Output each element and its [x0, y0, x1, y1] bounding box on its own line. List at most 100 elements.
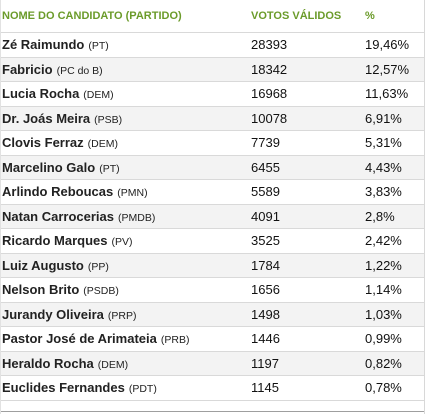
table-row: Luiz Augusto (PP) 1784 1,22% — [1, 253, 424, 278]
candidate-name: Ricardo Marques — [2, 233, 108, 249]
candidate-party: (PRP) — [107, 309, 137, 322]
candidate-cell: Ricardo Marques (PV) — [1, 233, 251, 248]
candidate-cell: Zé Raimundo (PT) — [1, 37, 251, 52]
votes-cell: 1145 — [251, 380, 279, 396]
table-row: Lucia Rocha (DEM) 16968 11,63% — [1, 82, 424, 107]
votes-cell: 3525 — [251, 233, 280, 249]
candidate-cell: Luiz Augusto (PP) — [1, 258, 251, 273]
candidate-party: (PT) — [99, 162, 120, 175]
candidate-party: (PMN) — [117, 187, 148, 200]
votes-cell: 28393 — [251, 37, 288, 53]
votes-cell: 1784 — [251, 257, 280, 273]
header-pct-label: % — [365, 10, 375, 22]
candidate-party: (PDT) — [128, 383, 157, 396]
votes-cell: 1197 — [251, 355, 279, 371]
table-bottom-border — [1, 411, 424, 412]
candidate-cell: Dr. Joás Meira (PSB) — [1, 111, 251, 126]
table-row: Heraldo Rocha (DEM) 1197 0,82% — [1, 351, 424, 376]
candidate-name: Marcelino Galo — [2, 159, 96, 175]
candidate-cell: Marcelino Galo (PT) — [1, 160, 251, 175]
votes-cell: 5589 — [251, 184, 280, 200]
candidate-cell: Clovis Ferraz (DEM) — [1, 135, 251, 150]
candidate-party: (DEM) — [97, 358, 129, 371]
candidate-cell: Arlindo Reboucas (PMN) — [1, 184, 251, 199]
candidate-name: Heraldo Rocha — [2, 355, 94, 371]
header-name-label: NOME DO CANDIDATO (PARTIDO) — [2, 10, 182, 22]
candidate-cell: Heraldo Rocha (DEM) — [1, 356, 251, 371]
pct-cell: 2,42% — [365, 233, 402, 249]
pct-cell: 0,99% — [365, 331, 402, 347]
candidate-name: Lucia Rocha — [2, 86, 80, 102]
table-row: Jurandy Oliveira (PRP) 1498 1,03% — [1, 302, 424, 327]
pct-cell: 0,78% — [365, 380, 402, 396]
candidate-cell: Lucia Rocha (DEM) — [1, 86, 251, 101]
pct-cell: 4,43% — [365, 159, 402, 175]
candidate-name: Dr. Joás Meira — [2, 110, 91, 126]
candidate-name: Arlindo Reboucas — [2, 184, 114, 200]
pct-cell: 1,14% — [365, 282, 402, 298]
pct-cell: 12,57% — [365, 61, 410, 77]
votes-cell: 1656 — [251, 282, 280, 298]
table-row: Ricardo Marques (PV) 3525 2,42% — [1, 229, 424, 254]
candidate-party: (DEM) — [87, 138, 118, 151]
header-votes-label: VOTOS VÁLIDOS — [251, 10, 342, 22]
votes-cell: 7739 — [251, 135, 280, 151]
candidate-name: Zé Raimundo — [2, 37, 85, 53]
candidate-cell: Pastor José de Arimateia (PRB) — [1, 331, 251, 346]
table-body: Zé Raimundo (PT) 28393 19,46% Fabricio (… — [1, 33, 424, 401]
votes-cell: 6455 — [251, 159, 280, 175]
candidate-party: (DEM) — [83, 89, 114, 102]
votes-cell: 1498 — [251, 306, 280, 322]
pct-cell: 11,63% — [365, 86, 409, 102]
table-row: Pastor José de Arimateia (PRB) 1446 0,99… — [1, 327, 424, 352]
candidate-party: (PSDB) — [83, 285, 119, 298]
table-row: Fabricio (PC do B) 18342 12,57% — [1, 57, 424, 82]
candidate-name: Pastor José de Arimateia — [2, 331, 157, 347]
header-pct-col: % — [365, 0, 424, 23]
votes-cell: 18342 — [251, 61, 288, 77]
candidate-cell: Jurandy Oliveira (PRP) — [1, 307, 251, 322]
candidate-party: (PP) — [87, 260, 109, 273]
votes-cell: 4091 — [251, 208, 280, 224]
table-row: Dr. Joás Meira (PSB) 10078 6,91% — [1, 106, 424, 131]
candidate-party: (PSB) — [94, 113, 123, 126]
table-row: Zé Raimundo (PT) 28393 19,46% — [1, 33, 424, 58]
candidate-party: (PV) — [111, 236, 133, 249]
votes-cell: 1446 — [251, 331, 280, 347]
table-row: Clovis Ferraz (DEM) 7739 5,31% — [1, 131, 424, 156]
table-row: Arlindo Reboucas (PMN) 5589 3,83% — [1, 180, 424, 205]
candidate-cell: Fabricio (PC do B) — [1, 62, 251, 77]
candidate-name: Clovis Ferraz — [2, 135, 84, 151]
table-header: NOME DO CANDIDATO (PARTIDO) VOTOS VÁLIDO… — [1, 0, 424, 33]
header-votes-col: VOTOS VÁLIDOS — [251, 0, 365, 23]
pct-cell: 0,82% — [365, 355, 402, 371]
pct-cell: 3,83% — [365, 184, 402, 200]
candidate-name: Fabricio — [2, 61, 53, 77]
candidate-name: Natan Carrocerias — [2, 208, 114, 224]
candidate-party: (PMDB) — [118, 211, 156, 224]
candidate-cell: Nelson Brito (PSDB) — [1, 282, 251, 297]
candidate-name: Nelson Brito — [2, 282, 80, 298]
candidate-party: (PC do B) — [56, 64, 103, 77]
candidate-party: (PT) — [88, 40, 109, 53]
candidate-name: Euclides Fernandes — [2, 380, 125, 396]
votes-cell: 16968 — [251, 86, 288, 102]
pct-cell: 1,22% — [365, 257, 402, 273]
table-row: Nelson Brito (PSDB) 1656 1,14% — [1, 278, 424, 303]
pct-cell: 1,03% — [365, 306, 402, 322]
candidate-name: Luiz Augusto — [2, 257, 84, 273]
pct-cell: 6,91% — [365, 110, 402, 126]
pct-cell: 2,8% — [365, 208, 395, 224]
candidate-name: Jurandy Oliveira — [2, 306, 104, 322]
candidate-cell: Euclides Fernandes (PDT) — [1, 380, 251, 395]
candidate-cell: Natan Carrocerias (PMDB) — [1, 209, 251, 224]
table-row: Marcelino Galo (PT) 6455 4,43% — [1, 155, 424, 180]
votes-cell: 10078 — [251, 110, 288, 126]
table-row: Euclides Fernandes (PDT) 1145 0,78% — [1, 376, 424, 401]
pct-cell: 19,46% — [365, 37, 410, 53]
table-row: Natan Carrocerias (PMDB) 4091 2,8% — [1, 204, 424, 229]
candidate-party: (PRB) — [160, 334, 190, 347]
pct-cell: 5,31% — [365, 135, 402, 151]
header-name-col: NOME DO CANDIDATO (PARTIDO) — [1, 0, 251, 23]
